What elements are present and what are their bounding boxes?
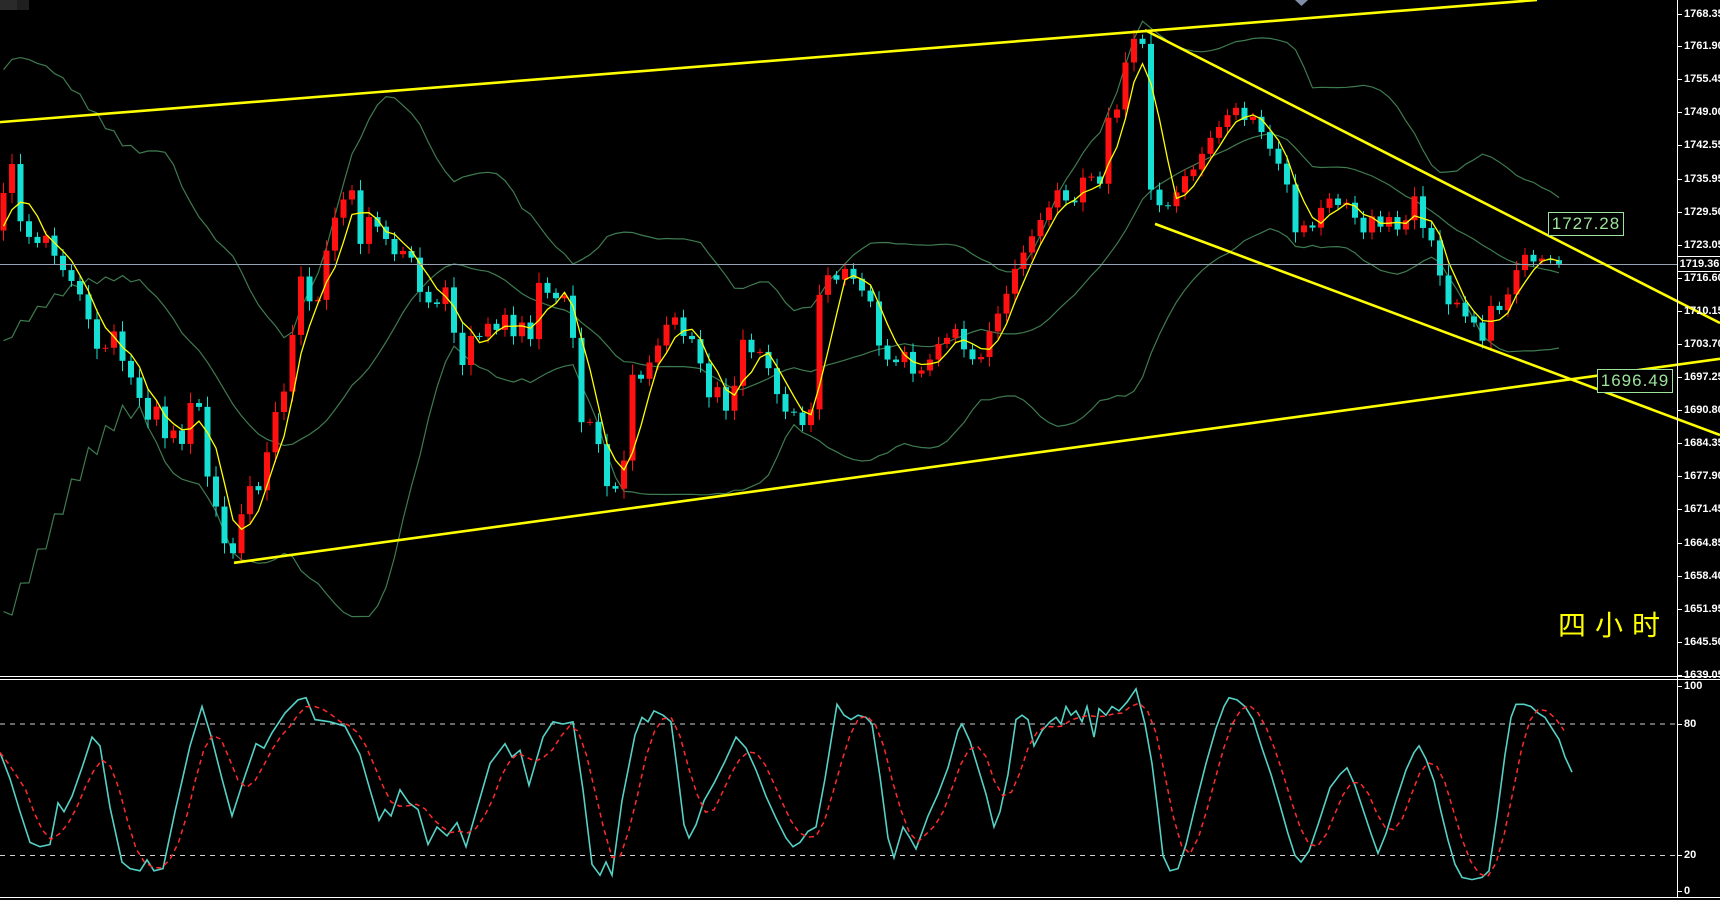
price-tick-mark [1677,179,1682,181]
price-tick-label: 1761.90 [1684,40,1720,53]
price-tick-label: 1723.05 [1684,239,1720,252]
price-tick-mark [1677,112,1682,114]
price-tick-label: 1684.35 [1684,436,1720,449]
price-tick-label: 1768.35 [1684,7,1720,20]
current-price-tag: 1719.36 [1677,256,1720,273]
price-tick-mark [1677,376,1682,378]
moving-average-line [2,62,1560,531]
price-tick-label: 1735.95 [1684,173,1720,186]
price-tick-label: 1742.55 [1684,139,1720,152]
price-tick-label: 1658.40 [1684,569,1720,582]
price-tick-mark [1677,608,1682,610]
price-tick-mark [1677,508,1682,510]
oscillator-tick-label: 100 [1684,679,1703,692]
window-corner-decoration [0,0,17,10]
descending-wedge-lower[interactable] [1154,222,1720,437]
timeframe-watermark: 四小时 [1558,610,1670,641]
price-tick-mark [1677,674,1682,676]
price-tick-label: 1755.45 [1684,73,1720,86]
price-tick-mark [1677,575,1682,577]
price-tick-mark [1677,278,1682,280]
bollinger-bands [3,20,1560,618]
price-tick-label: 1645.50 [1684,635,1720,648]
price-tick-mark [1677,542,1682,544]
autoscroll-arrow-icon[interactable] [1295,0,1308,6]
price-tick-label: 1716.60 [1684,272,1720,285]
price-tick-mark [1677,442,1682,444]
price-tick-label: 1697.25 [1684,370,1720,383]
window-corner-decoration-2 [17,0,29,10]
oscillator-tick-mark [1677,723,1682,725]
trendlines[interactable] [0,0,1720,565]
price-tick-mark [1677,212,1682,214]
price-tick-mark [1677,79,1682,81]
price-tick-label: 1671.45 [1684,502,1720,515]
oscillator-tick-mark [1677,855,1682,856]
price-tick-mark [1677,13,1682,15]
descending-wedge-upper[interactable] [1144,28,1720,325]
price-tick-mark [1677,145,1682,147]
price-tick-label: 1729.50 [1684,206,1720,219]
ascending-channel-upper[interactable] [0,0,1538,124]
price-tick-label: 1677.90 [1684,469,1720,482]
stochastic-oscillator [0,686,1677,881]
price-tick-label: 1710.15 [1684,305,1720,318]
price-tick-label: 1639.05 [1684,668,1720,681]
price-tick-mark [1677,475,1682,477]
price-tick-label: 1664.85 [1684,536,1720,549]
oscillator-tick-label: 80 [1684,717,1697,730]
price-tick-label: 1690.80 [1684,403,1720,416]
price-tick-mark [1677,409,1682,411]
candlesticks [0,29,1562,564]
oscillator-tick-mark [1677,685,1682,687]
oscillator-tick-mark [1677,890,1682,892]
price-tick-mark [1677,344,1682,345]
price-tick-mark [1677,46,1682,48]
trendline-price-label-lower[interactable]: 1696.49 [1597,369,1673,394]
ascending-channel-lower[interactable] [233,357,1720,565]
trendline-price-label-upper[interactable]: 1727.28 [1548,211,1624,236]
oscillator-tick-label: 20 [1684,849,1697,861]
price-tick-mark [1677,245,1682,247]
oscillator-tick-label: 0 [1684,884,1691,897]
price-tick-label: 1703.70 [1684,338,1720,350]
price-tick-label: 1749.00 [1684,106,1720,119]
price-tick-label: 1651.95 [1684,602,1720,615]
price-tick-mark [1677,641,1682,643]
price-tick-mark [1677,311,1682,313]
